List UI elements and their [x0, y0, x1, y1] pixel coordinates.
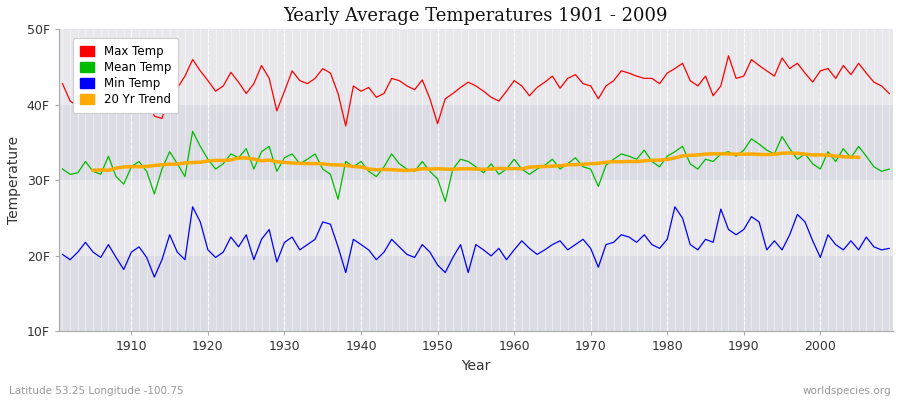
20 Yr Trend: [279, 160, 290, 165]
Mean Temp: [118, 182, 129, 186]
Min Temp: [187, 204, 198, 209]
20 Yr Trend: [554, 164, 565, 168]
Bar: [58, 180, 893, 256]
Mean Temp: [57, 167, 68, 172]
Min Temp: [57, 252, 68, 257]
Mean Temp: [517, 167, 527, 172]
Min Temp: [148, 275, 159, 280]
Max Temp: [287, 68, 298, 73]
20 Yr Trend: [401, 168, 412, 173]
Line: Min Temp: Min Temp: [62, 207, 889, 277]
Mean Temp: [524, 172, 535, 177]
Y-axis label: Temperature: Temperature: [7, 136, 21, 224]
Min Temp: [884, 246, 895, 251]
Bar: [58, 29, 893, 105]
20 Yr Trend: [670, 156, 680, 160]
Max Temp: [884, 91, 895, 96]
20 Yr Trend: [141, 164, 152, 169]
Mean Temp: [340, 159, 351, 164]
Text: Latitude 53.25 Longitude -100.75: Latitude 53.25 Longitude -100.75: [9, 386, 184, 396]
Mean Temp: [616, 152, 626, 156]
Text: worldspecies.org: worldspecies.org: [803, 386, 891, 396]
Mean Temp: [187, 129, 198, 134]
Bar: [58, 256, 893, 332]
Title: Yearly Average Temperatures 1901 - 2009: Yearly Average Temperatures 1901 - 2009: [284, 7, 668, 25]
Min Temp: [118, 267, 129, 272]
Max Temp: [723, 53, 734, 58]
Min Temp: [524, 246, 535, 251]
Max Temp: [608, 78, 619, 83]
Min Temp: [302, 242, 313, 247]
Mean Temp: [884, 167, 895, 172]
Min Temp: [616, 232, 626, 237]
20 Yr Trend: [853, 155, 864, 160]
Max Temp: [517, 84, 527, 88]
Line: Mean Temp: Mean Temp: [62, 131, 889, 202]
Max Temp: [118, 102, 129, 107]
20 Yr Trend: [87, 168, 98, 173]
Line: Max Temp: Max Temp: [62, 56, 889, 126]
Line: 20 Yr Trend: 20 Yr Trend: [93, 153, 859, 170]
Max Temp: [333, 91, 344, 96]
Mean Temp: [440, 199, 451, 204]
Min Temp: [517, 238, 527, 243]
20 Yr Trend: [447, 167, 458, 172]
20 Yr Trend: [631, 159, 642, 164]
Max Temp: [340, 124, 351, 128]
20 Yr Trend: [784, 151, 795, 156]
Mean Temp: [294, 161, 305, 166]
Legend: Max Temp, Mean Temp, Min Temp, 20 Yr Trend: Max Temp, Mean Temp, Min Temp, 20 Yr Tre…: [73, 38, 178, 113]
Bar: [58, 105, 893, 180]
Max Temp: [57, 81, 68, 86]
X-axis label: Year: Year: [461, 359, 491, 373]
Max Temp: [508, 78, 519, 83]
Min Temp: [348, 237, 359, 242]
